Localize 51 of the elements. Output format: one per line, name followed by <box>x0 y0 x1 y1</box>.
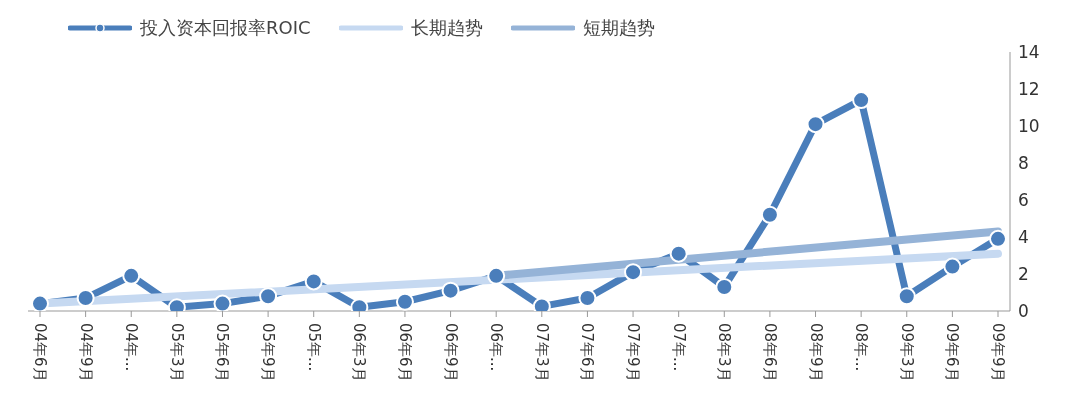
x-tick-label: 04年9月 <box>76 323 95 382</box>
x-tick-label: 07年9月 <box>624 323 643 382</box>
point <box>624 263 643 282</box>
point <box>122 266 141 285</box>
x-tick-label: 05年6月 <box>213 323 232 382</box>
point <box>304 272 323 291</box>
x-tick-label: 06年3月 <box>350 323 369 382</box>
point <box>715 277 734 296</box>
point <box>943 257 962 276</box>
point <box>760 205 779 224</box>
y-tick-label: 12 <box>1018 79 1040 100</box>
y-tick-label: 8 <box>1018 153 1029 174</box>
x-tick-label: 07年3月 <box>532 323 551 382</box>
x-tick-label: 05年3月 <box>167 323 186 382</box>
x-tick-label: 08年9月 <box>806 323 825 382</box>
x-tick-label: 04年6月 <box>31 323 49 382</box>
y-tick-label: 4 <box>1018 227 1029 248</box>
x-tick-label: 05年9月 <box>259 323 278 382</box>
x-tick-label: 09年9月 <box>989 323 1007 382</box>
x-tick-label: 08年6月 <box>760 323 779 382</box>
x-tick-label: 05年... <box>304 323 323 372</box>
x-tick-label: 08年... <box>852 323 871 372</box>
point <box>989 229 1007 248</box>
x-tick-label: 09年6月 <box>943 323 962 382</box>
legend-label: 短期趋势 <box>582 16 655 40</box>
point <box>395 292 414 311</box>
y-tick-label: 6 <box>1018 190 1029 211</box>
x-tick-label: 07年... <box>669 323 688 372</box>
x-tick-label: 04年... <box>122 323 141 372</box>
y-tick-label: 2 <box>1018 264 1029 285</box>
y-tick-label: 0 <box>1018 301 1029 322</box>
point <box>213 294 232 311</box>
legend-label: 长期趋势 <box>410 16 483 40</box>
y-tick-label: 14 <box>1018 42 1040 63</box>
y-tick-label: 10 <box>1018 116 1040 137</box>
point <box>669 244 688 263</box>
x-tick-label: 09年3月 <box>897 323 916 382</box>
point <box>259 287 278 306</box>
legend-label: 投入资本回报率ROIC <box>140 16 311 40</box>
x-tick-label: 08年3月 <box>715 323 734 382</box>
point <box>852 91 871 110</box>
point <box>487 266 506 285</box>
point <box>806 115 825 134</box>
x-tick-label: 06年6月 <box>395 323 414 382</box>
point <box>441 281 460 300</box>
x-tick-label: 07年6月 <box>578 323 597 382</box>
point <box>76 289 95 308</box>
point <box>31 294 49 311</box>
x-tick-label: 06年... <box>487 323 506 372</box>
point <box>897 287 916 306</box>
x-tick-label: 06年9月 <box>441 323 460 382</box>
